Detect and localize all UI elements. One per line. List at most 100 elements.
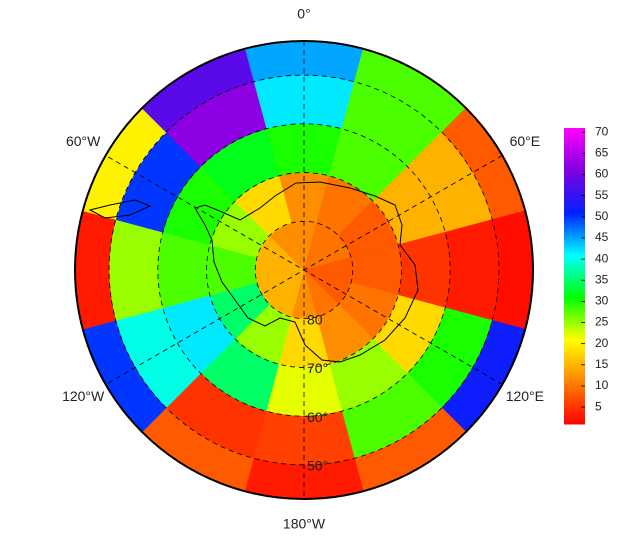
colorbar-swatch xyxy=(564,406,585,410)
colorbar-swatch xyxy=(564,293,585,297)
colorbar-swatch xyxy=(564,387,585,390)
colorbar-swatch xyxy=(564,253,585,257)
colorbar-swatch xyxy=(564,251,585,255)
colorbar-swatch xyxy=(564,273,585,277)
colorbar-swatch xyxy=(564,384,585,388)
colorbar-swatch xyxy=(564,419,585,423)
colorbar-swatch xyxy=(564,325,585,329)
colorbar-swatch xyxy=(564,258,585,262)
colorbar-swatch xyxy=(564,261,585,265)
colorbar-swatch xyxy=(564,389,585,393)
colorbar-swatch xyxy=(564,202,585,205)
colorbar-swatch xyxy=(564,155,585,159)
colorbar-swatch xyxy=(564,241,585,245)
colorbar-tick-label: 65 xyxy=(595,146,609,160)
colorbar-swatch xyxy=(564,182,585,186)
colorbar-swatch xyxy=(564,142,585,146)
colorbar-swatch xyxy=(564,199,585,203)
colorbar-swatch xyxy=(564,372,585,376)
colorbar-tick-label: 50 xyxy=(595,209,609,223)
colorbar-tick-label: 25 xyxy=(595,315,609,329)
colorbar-swatch xyxy=(564,234,585,238)
field xyxy=(74,40,534,500)
colorbar-swatch xyxy=(564,278,585,282)
colorbar-swatch xyxy=(564,150,585,154)
colorbar-swatch xyxy=(564,345,585,349)
colorbar-swatch xyxy=(564,350,585,353)
colorbar-swatch xyxy=(564,184,585,188)
colorbar-swatch xyxy=(564,404,585,408)
colorbar-tick-label: 10 xyxy=(595,378,609,392)
colorbar-swatch xyxy=(564,224,585,228)
colorbar-tick-label: 70 xyxy=(595,124,609,138)
colorbar-swatch xyxy=(564,160,585,164)
colorbar-swatch xyxy=(564,221,585,225)
colorbar-swatch xyxy=(564,167,585,171)
colorbar-tick-label: 15 xyxy=(595,357,609,371)
colorbar-swatch xyxy=(564,204,585,208)
colorbar-swatch xyxy=(564,216,585,220)
colorbar-swatch xyxy=(564,268,585,272)
colorbar-swatch xyxy=(564,300,585,304)
colorbar-swatch xyxy=(564,335,585,339)
colorbar-swatch xyxy=(564,231,585,235)
colorbar-tick-label: 30 xyxy=(595,294,609,308)
colorbar-swatch xyxy=(564,211,585,215)
colorbar-swatch xyxy=(564,206,585,210)
field-cell xyxy=(444,219,500,321)
colorbar-swatch xyxy=(564,354,585,358)
colorbar-swatch xyxy=(564,145,585,149)
colorbar-swatch xyxy=(564,226,585,230)
colorbar-swatch xyxy=(564,377,585,381)
colorbar-swatch xyxy=(564,243,585,247)
colorbar-swatch xyxy=(564,313,585,316)
colorbar-swatch xyxy=(564,330,585,334)
colorbar-swatch xyxy=(564,322,585,326)
colorbar-swatch xyxy=(564,290,585,294)
colorbar-swatch xyxy=(564,172,585,176)
colorbar-swatch xyxy=(564,137,585,141)
colorbar-swatch xyxy=(564,263,585,267)
coastline xyxy=(88,181,419,363)
colorbar-swatch xyxy=(564,192,585,196)
colorbar-tick-label: 40 xyxy=(595,251,609,265)
colorbar-swatch xyxy=(564,401,585,405)
colorbar-swatch xyxy=(564,327,585,331)
colorbar-swatch xyxy=(564,411,585,415)
colorbar-tick-label: 45 xyxy=(595,230,609,244)
colorbar-swatch xyxy=(564,315,585,319)
colorbar-swatch xyxy=(564,342,585,346)
colorbar-swatch xyxy=(564,162,585,166)
colorbar-swatch xyxy=(564,128,585,131)
colorbar-swatch xyxy=(564,219,585,223)
colorbar-swatch xyxy=(564,179,585,183)
colorbar-swatch xyxy=(564,320,585,324)
longitude-label: 120°W xyxy=(62,388,105,404)
latitude-label: 70° xyxy=(307,360,328,376)
colorbar-swatch xyxy=(564,283,585,287)
colorbar-swatch xyxy=(564,421,585,425)
colorbar-swatch xyxy=(564,374,585,378)
colorbar-swatch xyxy=(564,303,585,307)
colorbar-swatch xyxy=(564,409,585,413)
colorbar-swatch xyxy=(564,340,585,344)
colorbar-swatch xyxy=(564,416,585,420)
colorbar-swatch xyxy=(564,369,585,373)
colorbar-swatch xyxy=(564,157,585,161)
longitude-label: 0° xyxy=(297,6,310,22)
colorbar-swatch xyxy=(564,362,585,366)
colorbar-swatch xyxy=(564,367,585,371)
colorbar-tick-label: 60 xyxy=(595,167,609,181)
field-cell xyxy=(397,231,451,309)
colorbar-swatch xyxy=(564,347,585,351)
colorbar-swatch xyxy=(564,177,585,181)
colorbar-swatch xyxy=(564,132,585,136)
colorbar-swatch xyxy=(564,246,585,250)
longitude-label: 60°W xyxy=(66,133,101,149)
colorbar-swatch xyxy=(564,352,585,356)
colorbar-swatch xyxy=(564,280,585,284)
colorbar-swatch xyxy=(564,189,585,193)
colorbar-swatch xyxy=(564,271,585,275)
